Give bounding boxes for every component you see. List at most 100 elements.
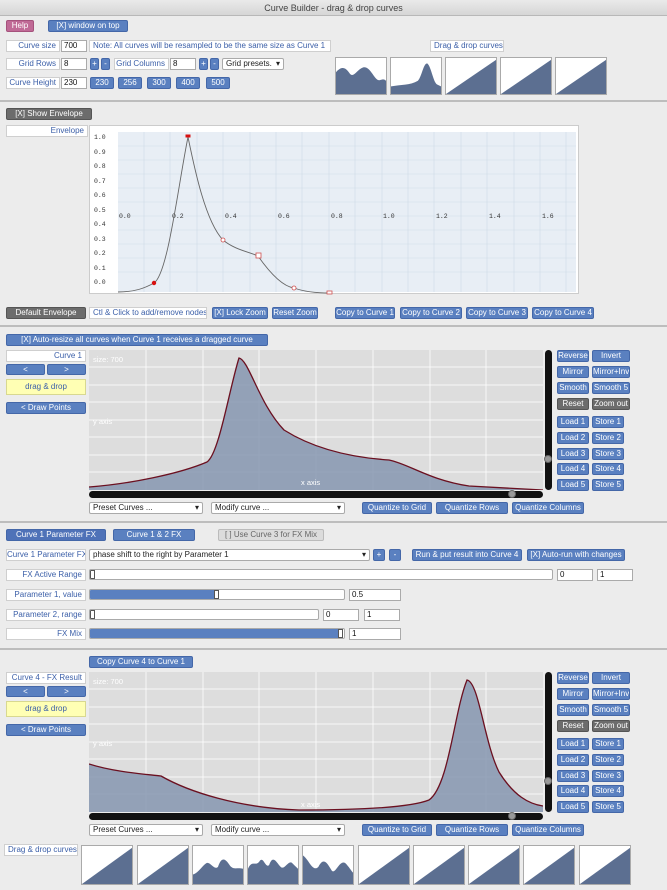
load-button[interactable]: Load 4 [557, 463, 589, 475]
curve-1-vertical-scrollbar[interactable] [544, 350, 552, 490]
curve-4-draw-points-button[interactable]: < Draw Points [6, 724, 86, 736]
store-button[interactable]: Store 2 [592, 432, 624, 444]
fx-active-range-slider[interactable] [89, 569, 553, 580]
envelope-editor[interactable]: 1.0 0.9 0.8 0.7 0.6 0.5 0.4 0.3 0.2 0.1 … [89, 125, 579, 295]
copy-to-curve-2-button[interactable]: Copy to Curve 2 [400, 307, 462, 319]
run-fx-button[interactable]: Run & put result into Curve 4 [412, 549, 522, 561]
curve-thumbnail[interactable] [358, 845, 410, 885]
default-envelope-button[interactable]: Default Envelope [6, 307, 86, 319]
copy-curve-4-to-curve-1-button[interactable]: Copy Curve 4 to Curve 1 [89, 656, 193, 668]
curve-1-quantize-columns-button[interactable]: Quantize Columns [512, 502, 584, 514]
envelope-node[interactable] [151, 280, 157, 286]
curve-1-next-button[interactable]: > [47, 364, 86, 375]
fx-range-high-input[interactable]: 1 [597, 569, 633, 581]
curve-4-next-button[interactable]: > [47, 686, 86, 697]
curve-size-input[interactable]: 700 [61, 40, 87, 52]
load-button[interactable]: Load 1 [557, 738, 589, 750]
fx-plus-button[interactable]: + [373, 549, 385, 561]
reset-button[interactable]: Reset [557, 720, 589, 732]
slider-knob[interactable] [90, 570, 95, 579]
scroll-knob[interactable] [544, 455, 552, 463]
grid-rows-plus-button[interactable]: + [90, 58, 99, 70]
curve-4-quantize-rows-button[interactable]: Quantize Rows [436, 824, 508, 836]
curve-1-prev-button[interactable]: < [6, 364, 45, 375]
grid-presets-select[interactable]: Grid presets. [222, 58, 284, 70]
curve-4-horizontal-scrollbar[interactable] [89, 812, 543, 820]
show-envelope-toggle[interactable]: [X] Show Envelope [6, 108, 92, 120]
slider-knob[interactable] [338, 629, 343, 638]
curve-4-modify-select[interactable]: Modify curve ... [211, 824, 345, 836]
parameter-2-slider[interactable] [89, 609, 319, 620]
store-button[interactable]: Store 3 [592, 770, 624, 782]
height-preset-button[interactable]: 500 [206, 77, 230, 89]
curve-thumbnail[interactable] [81, 845, 133, 885]
reverse-button[interactable]: Reverse [557, 350, 589, 362]
store-button[interactable]: Store 4 [592, 785, 624, 797]
scroll-knob[interactable] [508, 812, 516, 820]
fx-mix-input[interactable]: 1 [349, 628, 401, 640]
invert-button[interactable]: Invert [592, 672, 630, 684]
envelope-node[interactable] [220, 237, 226, 243]
copy-to-curve-1-button[interactable]: Copy to Curve 1 [335, 307, 395, 319]
fx-range-low-input[interactable]: 0 [557, 569, 593, 581]
scroll-knob[interactable] [508, 490, 516, 498]
curve-1-draw-points-button[interactable]: < Draw Points [6, 402, 86, 414]
slider-knob[interactable] [90, 610, 95, 619]
curve-thumbnail[interactable] [579, 845, 631, 885]
curve-thumbnail[interactable] [302, 845, 354, 885]
grid-columns-minus-button[interactable]: - [210, 58, 219, 70]
slider-knob[interactable] [214, 590, 219, 599]
curve-4-vertical-scrollbar[interactable] [544, 672, 552, 812]
auto-run-toggle[interactable]: [X] Auto-run with changes [527, 549, 625, 561]
parameter-2-high-input[interactable]: 1 [364, 609, 400, 621]
curve-thumbnail[interactable] [445, 57, 497, 95]
zoom-out-button[interactable]: Zoom out [592, 720, 630, 732]
load-button[interactable]: Load 1 [557, 416, 589, 428]
store-button[interactable]: Store 1 [592, 416, 624, 428]
smooth-5-button[interactable]: Smooth 5 [592, 382, 630, 394]
fx-mix-slider[interactable] [89, 628, 345, 639]
load-button[interactable]: Load 5 [557, 801, 589, 813]
store-button[interactable]: Store 3 [592, 448, 624, 460]
curve-4-quantize-columns-button[interactable]: Quantize Columns [512, 824, 584, 836]
load-button[interactable]: Load 3 [557, 770, 589, 782]
curve-thumbnail[interactable] [137, 845, 189, 885]
invert-button[interactable]: Invert [592, 350, 630, 362]
grid-rows-input[interactable]: 8 [61, 58, 87, 70]
envelope-node[interactable] [255, 252, 262, 259]
envelope-node[interactable] [291, 285, 297, 291]
height-preset-button[interactable]: 256 [118, 77, 142, 89]
reverse-button[interactable]: Reverse [557, 672, 589, 684]
curve-1-modify-select[interactable]: Modify curve ... [211, 502, 345, 514]
copy-to-curve-3-button[interactable]: Copy to Curve 3 [466, 307, 528, 319]
load-button[interactable]: Load 5 [557, 479, 589, 491]
zoom-out-button[interactable]: Zoom out [592, 398, 630, 410]
copy-to-curve-4-button[interactable]: Copy to Curve 4 [532, 307, 594, 319]
scroll-knob[interactable] [544, 777, 552, 785]
lock-zoom-toggle[interactable]: [X] Lock Zoom [212, 307, 268, 319]
curve-thumbnail[interactable] [523, 845, 575, 885]
curve-thumbnail[interactable] [500, 57, 552, 95]
window-on-top-toggle[interactable]: [X] window on top [48, 20, 128, 32]
smooth-5-button[interactable]: Smooth 5 [592, 704, 630, 716]
curve-thumbnail[interactable] [247, 845, 299, 885]
load-button[interactable]: Load 4 [557, 785, 589, 797]
curve-4-prev-button[interactable]: < [6, 686, 45, 697]
height-preset-button[interactable]: 230 [90, 77, 114, 89]
store-button[interactable]: Store 4 [592, 463, 624, 475]
help-button[interactable]: Help [6, 20, 34, 32]
store-button[interactable]: Store 5 [592, 479, 624, 491]
grid-columns-input[interactable]: 8 [170, 58, 196, 70]
curve-thumbnail[interactable] [390, 57, 442, 95]
mirror-inv-button[interactable]: Mirror+Inv [592, 366, 630, 378]
height-preset-button[interactable]: 400 [176, 77, 200, 89]
curve-1-horizontal-scrollbar[interactable] [89, 490, 543, 498]
mirror-button[interactable]: Mirror [557, 366, 589, 378]
grid-columns-plus-button[interactable]: + [199, 58, 208, 70]
curve-4-preset-select[interactable]: Preset Curves ... [89, 824, 203, 836]
use-curve-3-toggle[interactable]: [ ] Use Curve 3 for FX Mix [218, 529, 324, 541]
curve-1-preset-select[interactable]: Preset Curves ... [89, 502, 203, 514]
fx-minus-button[interactable]: - [389, 549, 401, 561]
parameter-1-slider[interactable] [89, 589, 345, 600]
parameter-fx-select[interactable]: phase shift to the right by Parameter 1 [89, 549, 370, 561]
